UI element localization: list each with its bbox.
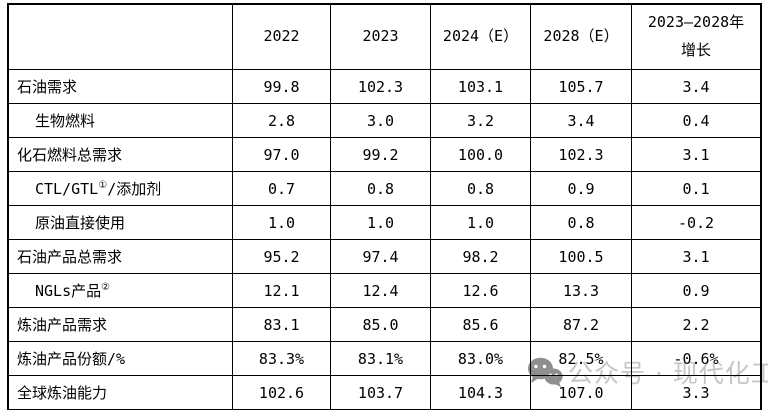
table-row: 生物燃料 2.8 3.0 3.2 3.4 0.4	[8, 103, 761, 138]
value-cell: 85.0	[330, 307, 431, 342]
value-cell: -0.2	[631, 205, 761, 240]
table-row: 炼油产品需求 83.1 85.0 85.6 87.2 2.2	[8, 307, 761, 342]
value-cell: 0.9	[530, 171, 632, 206]
value-cell: 83.1%	[330, 341, 431, 376]
value-cell: 102.3	[530, 137, 632, 172]
value-cell: 87.2	[530, 307, 632, 342]
value-cell: 2.2	[631, 307, 761, 342]
table-row: 原油直接使用 1.0 1.0 1.0 0.8 -0.2	[8, 205, 761, 240]
row-label: 生物燃料	[8, 103, 233, 138]
column-header-blank	[8, 4, 233, 70]
value-cell: 99.8	[232, 69, 331, 104]
row-label: 石油产品总需求	[8, 239, 233, 274]
value-cell: 13.3	[530, 273, 632, 308]
value-cell: 100.0	[430, 137, 531, 172]
table-row: 全球炼油能力 102.6 103.7 104.3 107.0 3.3	[8, 375, 761, 410]
value-cell: 1.0	[330, 205, 431, 240]
value-cell: 0.4	[631, 103, 761, 138]
value-cell: 95.2	[232, 239, 331, 274]
column-header-growth: 2023—2028年 增长	[631, 4, 761, 70]
value-cell: 0.1	[631, 171, 761, 206]
table-row: 化石燃料总需求 97.0 99.2 100.0 102.3 3.1	[8, 137, 761, 172]
column-header-2023: 2023	[330, 4, 431, 70]
table-row: 炼油产品份额/% 83.3% 83.1% 83.0% 82.5% -0.6%	[8, 341, 761, 376]
table-row: 石油产品总需求 95.2 97.4 98.2 100.5 3.1	[8, 239, 761, 274]
table-row: NGLs产品② 12.1 12.4 12.6 13.3 0.9	[8, 273, 761, 308]
row-label: 石油需求	[8, 69, 233, 104]
table-row: CTL/GTL①/添加剂 0.7 0.8 0.8 0.9 0.1	[8, 171, 761, 206]
value-cell: 97.4	[330, 239, 431, 274]
value-cell: 0.8	[530, 205, 632, 240]
value-cell: 83.0%	[430, 341, 531, 376]
value-cell: 3.0	[330, 103, 431, 138]
value-cell: 102.6	[232, 375, 331, 410]
value-cell: 1.0	[232, 205, 331, 240]
value-cell: 82.5%	[530, 341, 632, 376]
value-cell: 0.8	[330, 171, 431, 206]
value-cell: 3.4	[530, 103, 632, 138]
header-row: 2022 2023 2024（E） 2028（E） 2023—2028年 增长	[8, 4, 761, 70]
value-cell: 0.8	[430, 171, 531, 206]
value-cell: 102.3	[330, 69, 431, 104]
forecast-table: 2022 2023 2024（E） 2028（E） 2023—2028年 增长 …	[7, 3, 762, 410]
value-cell: -0.6%	[631, 341, 761, 376]
value-cell: 105.7	[530, 69, 632, 104]
value-cell: 104.3	[430, 375, 531, 410]
value-cell: 97.0	[232, 137, 331, 172]
value-cell: 83.3%	[232, 341, 331, 376]
row-label: NGLs产品②	[8, 273, 233, 308]
value-cell: 107.0	[530, 375, 632, 410]
value-cell: 3.2	[430, 103, 531, 138]
value-cell: 0.9	[631, 273, 761, 308]
value-cell: 99.2	[330, 137, 431, 172]
value-cell: 12.6	[430, 273, 531, 308]
column-header-2028e: 2028（E）	[530, 4, 632, 70]
row-label: 全球炼油能力	[8, 375, 233, 410]
value-cell: 0.7	[232, 171, 331, 206]
value-cell: 3.4	[631, 69, 761, 104]
value-cell: 83.1	[232, 307, 331, 342]
row-label: 炼油产品份额/%	[8, 341, 233, 376]
value-cell: 103.7	[330, 375, 431, 410]
value-cell: 85.6	[430, 307, 531, 342]
row-label: 炼油产品需求	[8, 307, 233, 342]
value-cell: 3.1	[631, 239, 761, 274]
value-cell: 2.8	[232, 103, 331, 138]
column-header-2024e: 2024（E）	[430, 4, 531, 70]
value-cell: 12.4	[330, 273, 431, 308]
value-cell: 98.2	[430, 239, 531, 274]
row-label: 化石燃料总需求	[8, 137, 233, 172]
row-label: 原油直接使用	[8, 205, 233, 240]
table-row: 石油需求 99.8 102.3 103.1 105.7 3.4	[8, 69, 761, 104]
value-cell: 100.5	[530, 239, 632, 274]
column-header-2022: 2022	[232, 4, 331, 70]
row-label: CTL/GTL①/添加剂	[8, 171, 233, 206]
value-cell: 1.0	[430, 205, 531, 240]
value-cell: 12.1	[232, 273, 331, 308]
value-cell: 103.1	[430, 69, 531, 104]
value-cell: 3.1	[631, 137, 761, 172]
value-cell: 3.3	[631, 375, 761, 410]
table-body: 石油需求 99.8 102.3 103.1 105.7 3.4 生物燃料 2.8 3.0 3.2 3…	[8, 69, 761, 410]
